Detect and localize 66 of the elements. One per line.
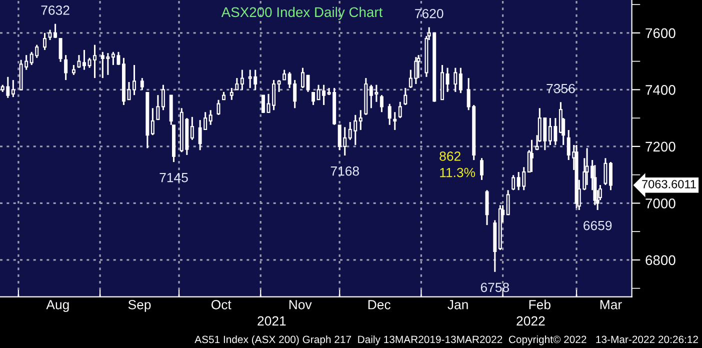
y-tick-label: 7200 — [646, 142, 676, 152]
candlestick — [58, 37, 62, 63]
annotation: 6659 — [584, 220, 612, 230]
candlestick — [235, 77, 239, 91]
candlestick — [512, 174, 516, 191]
candlestick — [454, 67, 458, 93]
candlestick — [404, 87, 408, 106]
x-tick-label: Sep — [128, 300, 151, 312]
candlestick — [480, 157, 484, 181]
annotation: 7620 — [415, 8, 444, 18]
text: 2022 — [516, 316, 545, 326]
candlestick — [380, 94, 384, 113]
candlestick — [82, 49, 86, 71]
candlestick — [11, 79, 15, 98]
candlestick — [312, 91, 316, 106]
candlestick — [358, 109, 362, 131]
candlestick — [593, 164, 597, 206]
candlestick — [393, 111, 397, 131]
annotation: 7168 — [330, 166, 359, 176]
candlestick — [609, 161, 612, 191]
candlestick — [485, 189, 489, 226]
x-tick-label: Mar — [600, 300, 622, 310]
candlestick — [282, 69, 286, 81]
x-tick-label: Oct — [211, 300, 232, 310]
x-tick-label: Nov — [289, 300, 312, 310]
candlestick — [150, 107, 154, 136]
y-tick-label: 7400 — [646, 85, 676, 95]
y-tick-label: 7000 — [646, 198, 676, 208]
candlestick — [446, 67, 450, 93]
annotation: 11.3% — [440, 168, 476, 178]
y-tick-label: 6800 — [646, 255, 676, 266]
candlestick — [277, 79, 281, 93]
candlestick — [43, 32, 46, 51]
candlestick — [230, 87, 234, 101]
candlestick — [77, 54, 81, 69]
candlestick — [161, 84, 165, 111]
y-tick-label: 7600 — [646, 28, 676, 38]
x-tick-label: Aug — [46, 300, 69, 312]
candlestick — [208, 109, 212, 126]
x-tick-label: Feb — [529, 300, 550, 310]
candlestick — [604, 157, 608, 186]
text: 2021 — [258, 316, 286, 326]
annotation: 7356 — [546, 84, 575, 94]
x-tick-label: Dec — [368, 300, 390, 310]
text: 7063.6011 — [642, 180, 696, 188]
candlestick — [530, 139, 534, 173]
candlestick — [190, 116, 194, 141]
candlestick — [156, 94, 160, 121]
candlestick — [140, 77, 144, 91]
candlestick — [506, 189, 510, 216]
candlestick — [93, 44, 97, 79]
annotation: 7145 — [160, 173, 188, 182]
annotation: 7632 — [41, 6, 70, 15]
x-tick-label: Jan — [448, 300, 468, 310]
candlestick — [240, 69, 244, 91]
text: AS51 Index (ASX 200) Graph 217 Daily 13MAR2019-13MAR2022 Copyright© 2022 13-Mar-2022 20:26:12 — [194, 335, 698, 346]
candlestick — [458, 67, 462, 94]
candlestick — [64, 54, 68, 81]
candlestick — [72, 64, 76, 76]
candlestick — [398, 101, 402, 119]
candlestick — [301, 67, 304, 89]
candlestick — [132, 64, 136, 96]
annotation: 6758 — [480, 282, 510, 292]
chart-title: ASX200 Index Daily Chart — [221, 6, 383, 20]
annotation: 862 — [440, 152, 460, 161]
candlestick — [388, 103, 392, 126]
